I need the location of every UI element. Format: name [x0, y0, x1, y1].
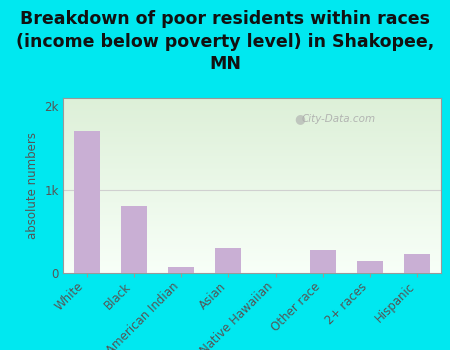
Bar [216, 248, 241, 273]
Bar [168, 267, 194, 273]
Text: City-Data.com: City-Data.com [302, 114, 376, 124]
Bar [357, 260, 383, 273]
Bar [121, 206, 147, 273]
Y-axis label: absolute numbers: absolute numbers [26, 132, 39, 239]
Bar [405, 254, 430, 273]
Bar [74, 131, 99, 273]
Text: Breakdown of poor residents within races
(income below poverty level) in Shakope: Breakdown of poor residents within races… [16, 10, 434, 73]
Bar [310, 250, 336, 273]
Text: ●: ● [294, 112, 305, 126]
